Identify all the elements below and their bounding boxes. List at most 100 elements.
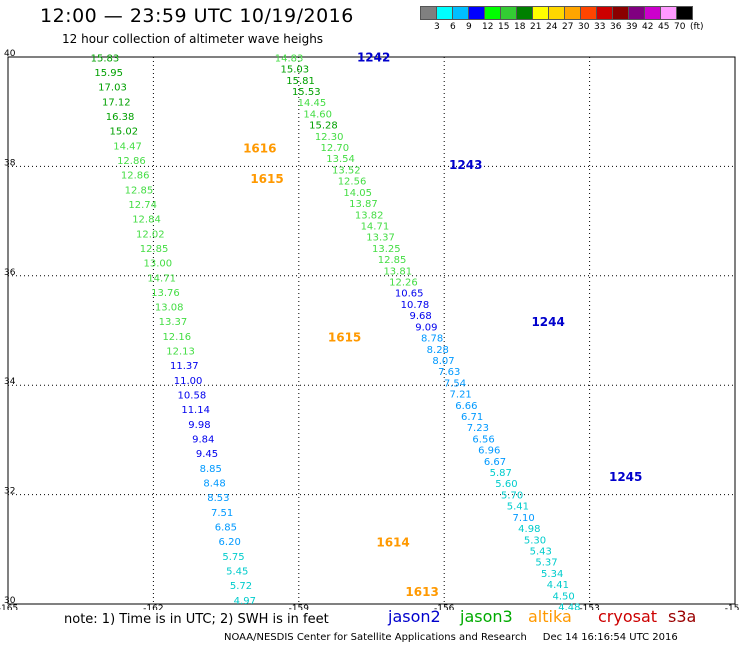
swh-value-label: 15.53 [292, 87, 321, 98]
scale-label: 30 [578, 22, 590, 32]
map-title: 12:00 — 23:59 UTC 10/19/2016 [40, 5, 354, 27]
swh-value-label: 13.87 [349, 199, 378, 210]
swh-value-label: 15.81 [286, 76, 315, 87]
swh-value-label: 4.41 [547, 580, 569, 591]
pass-number-label: 1613 [405, 585, 438, 599]
latitude-label: 34 [4, 377, 16, 387]
swh-value-label: 13.76 [151, 288, 180, 299]
pass-number-label: 1615 [328, 330, 361, 344]
swh-value-label: 13.25 [372, 244, 401, 255]
swh-value-label: 9.84 [192, 435, 214, 446]
swh-value-label: 12.86 [121, 171, 150, 182]
swh-value-label: 9.68 [410, 311, 432, 322]
scale-label: 3 [434, 22, 440, 32]
swh-value-label: 12.26 [389, 278, 418, 289]
swh-value-label: 15.02 [110, 127, 139, 138]
swh-value-label: 13.37 [366, 233, 395, 244]
latitude-label: 40 [4, 49, 16, 59]
swh-value-label: 14.05 [343, 188, 372, 199]
latitude-label: 32 [4, 487, 15, 497]
swh-value-label: 15.95 [94, 68, 123, 79]
swh-value-label: 13.54 [326, 154, 355, 165]
swh-value-label: 4.98 [518, 524, 540, 535]
swh-value-label: 9.09 [415, 322, 437, 333]
swh-value-label: 7.63 [438, 367, 460, 378]
scale-label: 27 [562, 22, 574, 32]
swh-value-label: 5.34 [541, 569, 563, 580]
swh-value-label: 10.65 [395, 289, 424, 300]
swh-value-label: 15.03 [281, 65, 310, 76]
swh-value-label: 6.20 [219, 537, 241, 548]
swh-value-label: 6.85 [215, 522, 237, 533]
swh-value-label: 8.28 [427, 345, 449, 356]
swh-value-label: 5.37 [535, 558, 557, 569]
swh-value-label: 7.51 [211, 508, 233, 519]
longitude-label: -153 [579, 604, 599, 610]
map-subtitle: 12 hour collection of altimeter wave hei… [62, 32, 324, 46]
swh-value-label: 5.70 [501, 490, 523, 501]
scale-label: 70 [674, 22, 686, 32]
swh-value-label: 12.86 [117, 156, 146, 167]
scale-label: 24 [546, 22, 558, 32]
swh-value-label: 14.60 [303, 109, 332, 120]
longitude-label: -156 [434, 604, 455, 610]
swh-value-label: 12.74 [128, 200, 157, 211]
longitude-label: -162 [143, 604, 163, 610]
swh-value-label: 12.02 [136, 229, 165, 240]
swh-value-label: 7.23 [467, 423, 489, 434]
swh-value-label: 14.71 [361, 221, 390, 232]
swh-value-label: 6.96 [478, 446, 500, 457]
longitude-label: -165 [0, 604, 18, 610]
longitude-label: -150 [725, 604, 740, 610]
latitude-label: 36 [4, 268, 16, 278]
swh-value-label: 8.85 [200, 464, 222, 475]
pass-number-label: 1242 [357, 50, 390, 64]
color-scale [420, 6, 693, 20]
legend-item-s3a: s3a [668, 607, 697, 626]
swh-value-label: 5.75 [222, 552, 244, 563]
swh-value-label: 12.30 [315, 132, 344, 143]
legend-item-altika: altika [528, 607, 572, 626]
swh-value-label: 16.38 [106, 112, 135, 123]
swh-value-label: 14.71 [147, 273, 176, 284]
swh-value-label: 9.98 [188, 420, 210, 431]
swh-value-label: 5.60 [495, 479, 517, 490]
swh-value-label: 5.43 [530, 546, 552, 557]
swh-value-label: 7.54 [444, 378, 466, 389]
swh-value-label: 12.84 [132, 215, 161, 226]
swh-value-label: 11.37 [170, 361, 199, 372]
swh-value-label: 12.13 [166, 347, 195, 358]
swh-value-label: 5.30 [524, 535, 546, 546]
swh-value-label: 13.00 [144, 259, 173, 270]
swh-value-label: 10.58 [178, 391, 207, 402]
swh-value-label: 4.48 [558, 603, 580, 610]
legend-item-jason3: jason3 [460, 607, 513, 626]
legend-item-jason2: jason2 [388, 607, 441, 626]
pass-number-label: 1245 [609, 470, 642, 484]
credit-text: NOAA/NESDIS Center for Satellite Applica… [224, 632, 527, 643]
pass-number-label: 1614 [376, 536, 409, 550]
swh-value-label: 13.82 [355, 210, 384, 221]
latitude-label: 38 [4, 158, 16, 168]
swh-value-label: 12.85 [378, 255, 407, 266]
swh-value-label: 5.41 [507, 502, 529, 513]
scale-label: 33 [594, 22, 606, 32]
swh-value-label: 15.28 [309, 121, 338, 132]
swh-value-label: 17.12 [102, 97, 131, 108]
swh-value-label: 17.03 [98, 83, 127, 94]
pass-number-label: 1244 [531, 315, 564, 329]
swh-value-label: 8.78 [421, 334, 443, 345]
scale-label: 12 [482, 22, 494, 32]
scale-label: 9 [466, 22, 472, 32]
scale-label: 36 [610, 22, 622, 32]
swh-value-label: 12.16 [162, 332, 191, 343]
swh-value-label: 6.71 [461, 412, 483, 423]
credit-line: NOAA/NESDIS Center for Satellite Applica… [224, 632, 678, 643]
swh-value-label: 5.45 [226, 566, 248, 577]
swh-value-label: 7.10 [512, 513, 534, 524]
swh-value-label: 13.81 [383, 266, 412, 277]
swh-value-label: 6.66 [455, 401, 477, 412]
longitude-label: -159 [289, 604, 310, 610]
scale-label: 42 [642, 22, 654, 32]
legend-item-cryosat: cryosat [598, 607, 658, 626]
